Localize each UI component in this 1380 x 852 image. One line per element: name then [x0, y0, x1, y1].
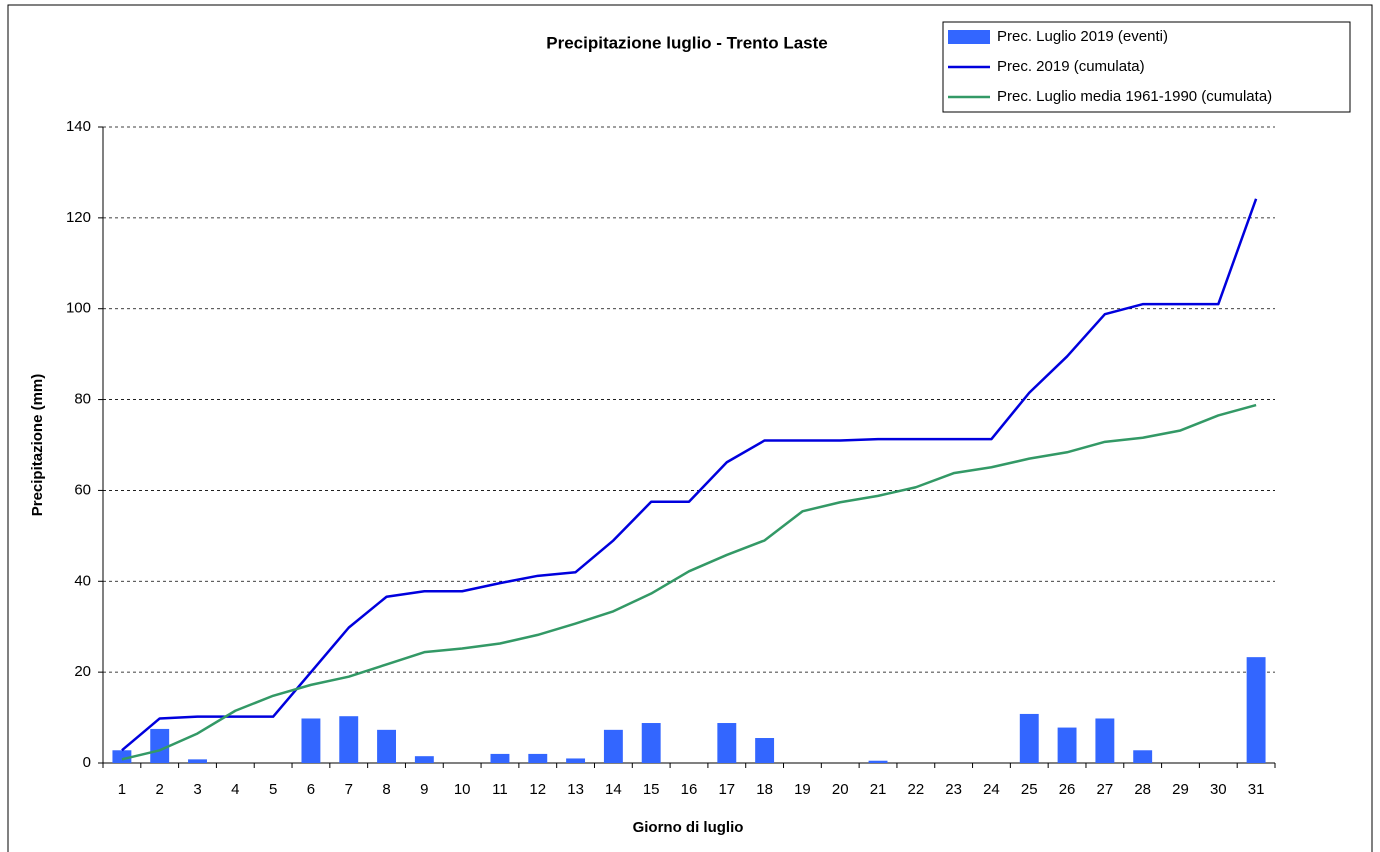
x-tick-label: 25	[1021, 781, 1038, 798]
x-tick-label: 17	[718, 781, 735, 798]
x-tick-label: 8	[382, 781, 390, 798]
x-tick-label: 31	[1248, 781, 1265, 798]
y-tick-label: 120	[66, 209, 91, 226]
x-tick-label: 24	[983, 781, 1000, 798]
bar	[414, 756, 434, 763]
x-tick-label: 11	[492, 781, 508, 798]
y-tick-label: 80	[74, 391, 91, 408]
bar	[301, 718, 321, 763]
bar	[188, 759, 207, 763]
legend-label: Prec. Luglio media 1961-1990 (cumulata)	[997, 88, 1272, 105]
x-tick-label: 22	[907, 781, 924, 798]
x-tick-label: 7	[345, 781, 353, 798]
bar	[755, 738, 775, 763]
bar	[566, 758, 586, 763]
y-tick-label: 0	[83, 754, 91, 771]
x-tick-label: 10	[454, 781, 471, 798]
y-tick-label: 20	[74, 663, 91, 680]
bar	[603, 729, 623, 763]
legend-label: Prec. 2019 (cumulata)	[997, 58, 1145, 75]
legend-swatch	[948, 30, 990, 44]
legend-box	[942, 21, 1351, 113]
x-tick-label: 9	[420, 781, 428, 798]
bar	[377, 729, 396, 763]
x-tick-label: 28	[1134, 781, 1151, 798]
bar	[528, 753, 548, 763]
x-tick-label: 13	[567, 781, 584, 798]
x-tick-label: 18	[756, 781, 773, 798]
x-tick-label: 19	[794, 781, 811, 798]
bar	[1095, 718, 1115, 763]
x-tick-label: 14	[605, 781, 622, 798]
bar	[150, 728, 170, 763]
x-tick-label: 2	[156, 781, 164, 798]
x-tick-label: 16	[681, 781, 698, 798]
bar	[641, 723, 661, 763]
bar	[112, 750, 132, 763]
y-tick-label: 60	[74, 481, 91, 498]
x-axis-title: Giorno di luglio	[633, 819, 744, 836]
y-tick-label: 140	[66, 118, 91, 135]
line	[121, 198, 1258, 752]
line	[121, 403, 1257, 761]
y-tick-label: 100	[66, 300, 91, 317]
y-tick-label: 40	[74, 572, 91, 589]
x-tick-label: 1	[118, 781, 126, 798]
x-tick-label: 4	[231, 781, 239, 798]
frame	[7, 4, 1373, 852]
x-tick-label: 26	[1059, 781, 1076, 798]
x-tick-label: 15	[643, 781, 660, 798]
x-tick-label: 21	[870, 781, 887, 798]
x-tick-label: 6	[307, 781, 315, 798]
x-tick-label: 12	[529, 781, 546, 798]
x-tick-label: 27	[1097, 781, 1114, 798]
x-tick-label: 23	[945, 781, 962, 798]
bar	[1057, 727, 1077, 763]
x-tick-label: 30	[1210, 781, 1227, 798]
legend-label: Prec. Luglio 2019 (eventi)	[997, 28, 1168, 45]
bar	[717, 723, 737, 763]
x-tick-label: 5	[269, 781, 277, 798]
bar	[1019, 713, 1039, 763]
y-axis-title: Precipitazione (mm)	[29, 374, 46, 517]
bar	[339, 716, 359, 763]
bar	[490, 753, 510, 763]
x-tick-label: 20	[832, 781, 849, 798]
bar	[1246, 657, 1266, 763]
bar	[1133, 750, 1153, 763]
bar	[868, 760, 888, 763]
x-tick-label: 29	[1172, 781, 1189, 798]
x-tick-label: 3	[193, 781, 201, 798]
chart-title: Precipitazione luglio - Trento Laste	[546, 33, 828, 52]
